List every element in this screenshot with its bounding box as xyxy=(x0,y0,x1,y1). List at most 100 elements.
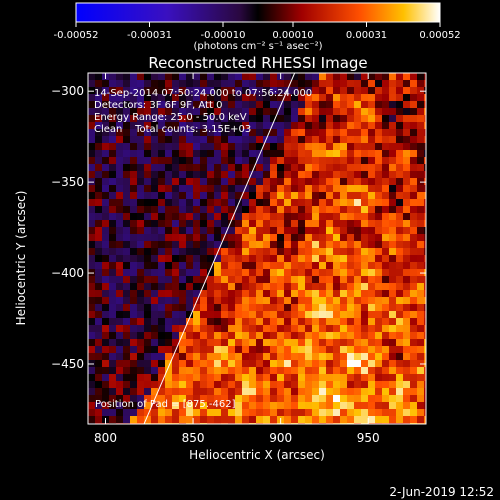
heatmap-cell xyxy=(319,164,326,171)
heatmap-cell xyxy=(382,353,389,360)
heatmap-cell xyxy=(151,101,158,108)
heatmap-cell xyxy=(123,318,130,325)
heatmap-cell xyxy=(249,346,256,353)
heatmap-cell xyxy=(340,213,347,220)
heatmap-cell xyxy=(284,297,291,304)
heatmap-cell xyxy=(88,283,95,290)
heatmap-cell xyxy=(165,213,172,220)
heatmap-cell xyxy=(319,325,326,332)
heatmap-cell xyxy=(319,129,326,136)
heatmap-cell xyxy=(291,360,298,367)
heatmap-cell xyxy=(214,318,221,325)
heatmap-cell xyxy=(403,73,410,80)
heatmap-cell xyxy=(158,339,165,346)
heatmap-cell xyxy=(200,374,207,381)
heatmap-cell xyxy=(109,311,116,318)
heatmap-cell xyxy=(88,157,95,164)
heatmap-cell xyxy=(382,206,389,213)
heatmap-cell xyxy=(88,164,95,171)
heatmap-cell xyxy=(193,325,200,332)
heatmap-cell xyxy=(319,388,326,395)
heatmap-cell xyxy=(333,395,340,402)
heatmap-cell xyxy=(172,409,179,416)
heatmap-cell xyxy=(95,206,102,213)
heatmap-cell xyxy=(235,402,242,409)
heatmap-cell xyxy=(123,367,130,374)
heatmap-cell xyxy=(116,101,123,108)
heatmap-cell xyxy=(242,409,249,416)
heatmap-cell xyxy=(116,220,123,227)
heatmap-cell xyxy=(228,367,235,374)
heatmap-cell xyxy=(165,122,172,129)
heatmap-cell xyxy=(200,311,207,318)
heatmap-cell xyxy=(263,339,270,346)
heatmap-cell xyxy=(417,87,424,94)
heatmap-cell xyxy=(368,213,375,220)
heatmap-cell xyxy=(102,87,109,94)
heatmap-cell xyxy=(95,304,102,311)
heatmap-cell xyxy=(214,206,221,213)
heatmap-cell xyxy=(424,94,426,101)
heatmap-cell xyxy=(396,332,403,339)
heatmap-cell xyxy=(214,164,221,171)
heatmap-cell xyxy=(242,143,249,150)
heatmap-cell xyxy=(312,220,319,227)
heatmap-cell xyxy=(368,339,375,346)
heatmap-cell xyxy=(256,402,263,409)
heatmap-cell xyxy=(137,304,144,311)
heatmap-cell xyxy=(165,143,172,150)
heatmap-cell xyxy=(200,178,207,185)
heatmap-cell xyxy=(263,297,270,304)
heatmap-cell xyxy=(298,402,305,409)
heatmap-cell xyxy=(228,262,235,269)
heatmap-cell xyxy=(354,199,361,206)
heatmap-cell xyxy=(214,185,221,192)
heatmap-cell xyxy=(354,416,361,423)
heatmap-cell xyxy=(256,143,263,150)
heatmap-cell xyxy=(298,192,305,199)
heatmap-cell xyxy=(375,360,382,367)
heatmap-cell xyxy=(333,122,340,129)
heatmap-cell xyxy=(102,360,109,367)
heatmap-cell xyxy=(172,115,179,122)
heatmap-cell xyxy=(249,255,256,262)
heatmap-cell xyxy=(347,297,354,304)
heatmap-cell xyxy=(242,220,249,227)
heatmap-cell xyxy=(333,402,340,409)
heatmap-cell xyxy=(228,80,235,87)
heatmap-cell xyxy=(214,374,221,381)
heatmap-cell xyxy=(242,171,249,178)
heatmap-cell xyxy=(228,381,235,388)
heatmap-cell xyxy=(368,269,375,276)
heatmap-cell xyxy=(235,339,242,346)
heatmap-cell xyxy=(389,94,396,101)
heatmap-cell xyxy=(291,388,298,395)
heatmap-cell xyxy=(193,73,200,80)
heatmap-cell xyxy=(326,304,333,311)
heatmap-cell xyxy=(88,374,95,381)
heatmap-cell xyxy=(263,87,270,94)
heatmap-cell xyxy=(193,367,200,374)
heatmap-cell xyxy=(277,381,284,388)
heatmap-cell xyxy=(235,241,242,248)
heatmap-cell xyxy=(417,346,424,353)
heatmap-cell xyxy=(179,262,186,269)
heatmap-cell xyxy=(228,234,235,241)
heatmap-cell xyxy=(109,402,116,409)
heatmap-cell xyxy=(361,416,368,423)
heatmap-cell xyxy=(221,157,228,164)
heatmap-cell xyxy=(389,164,396,171)
heatmap-cell xyxy=(116,346,123,353)
heatmap-cell xyxy=(389,199,396,206)
heatmap-cell xyxy=(347,164,354,171)
heatmap-cell xyxy=(270,220,277,227)
heatmap-cell xyxy=(291,311,298,318)
heatmap-cell xyxy=(116,80,123,87)
heatmap-cell xyxy=(228,164,235,171)
heatmap-cell xyxy=(403,129,410,136)
heatmap-cell xyxy=(235,220,242,227)
heatmap-cell xyxy=(410,297,417,304)
heatmap-cell xyxy=(410,409,417,416)
heatmap-cell xyxy=(249,402,256,409)
heatmap-cell xyxy=(151,185,158,192)
